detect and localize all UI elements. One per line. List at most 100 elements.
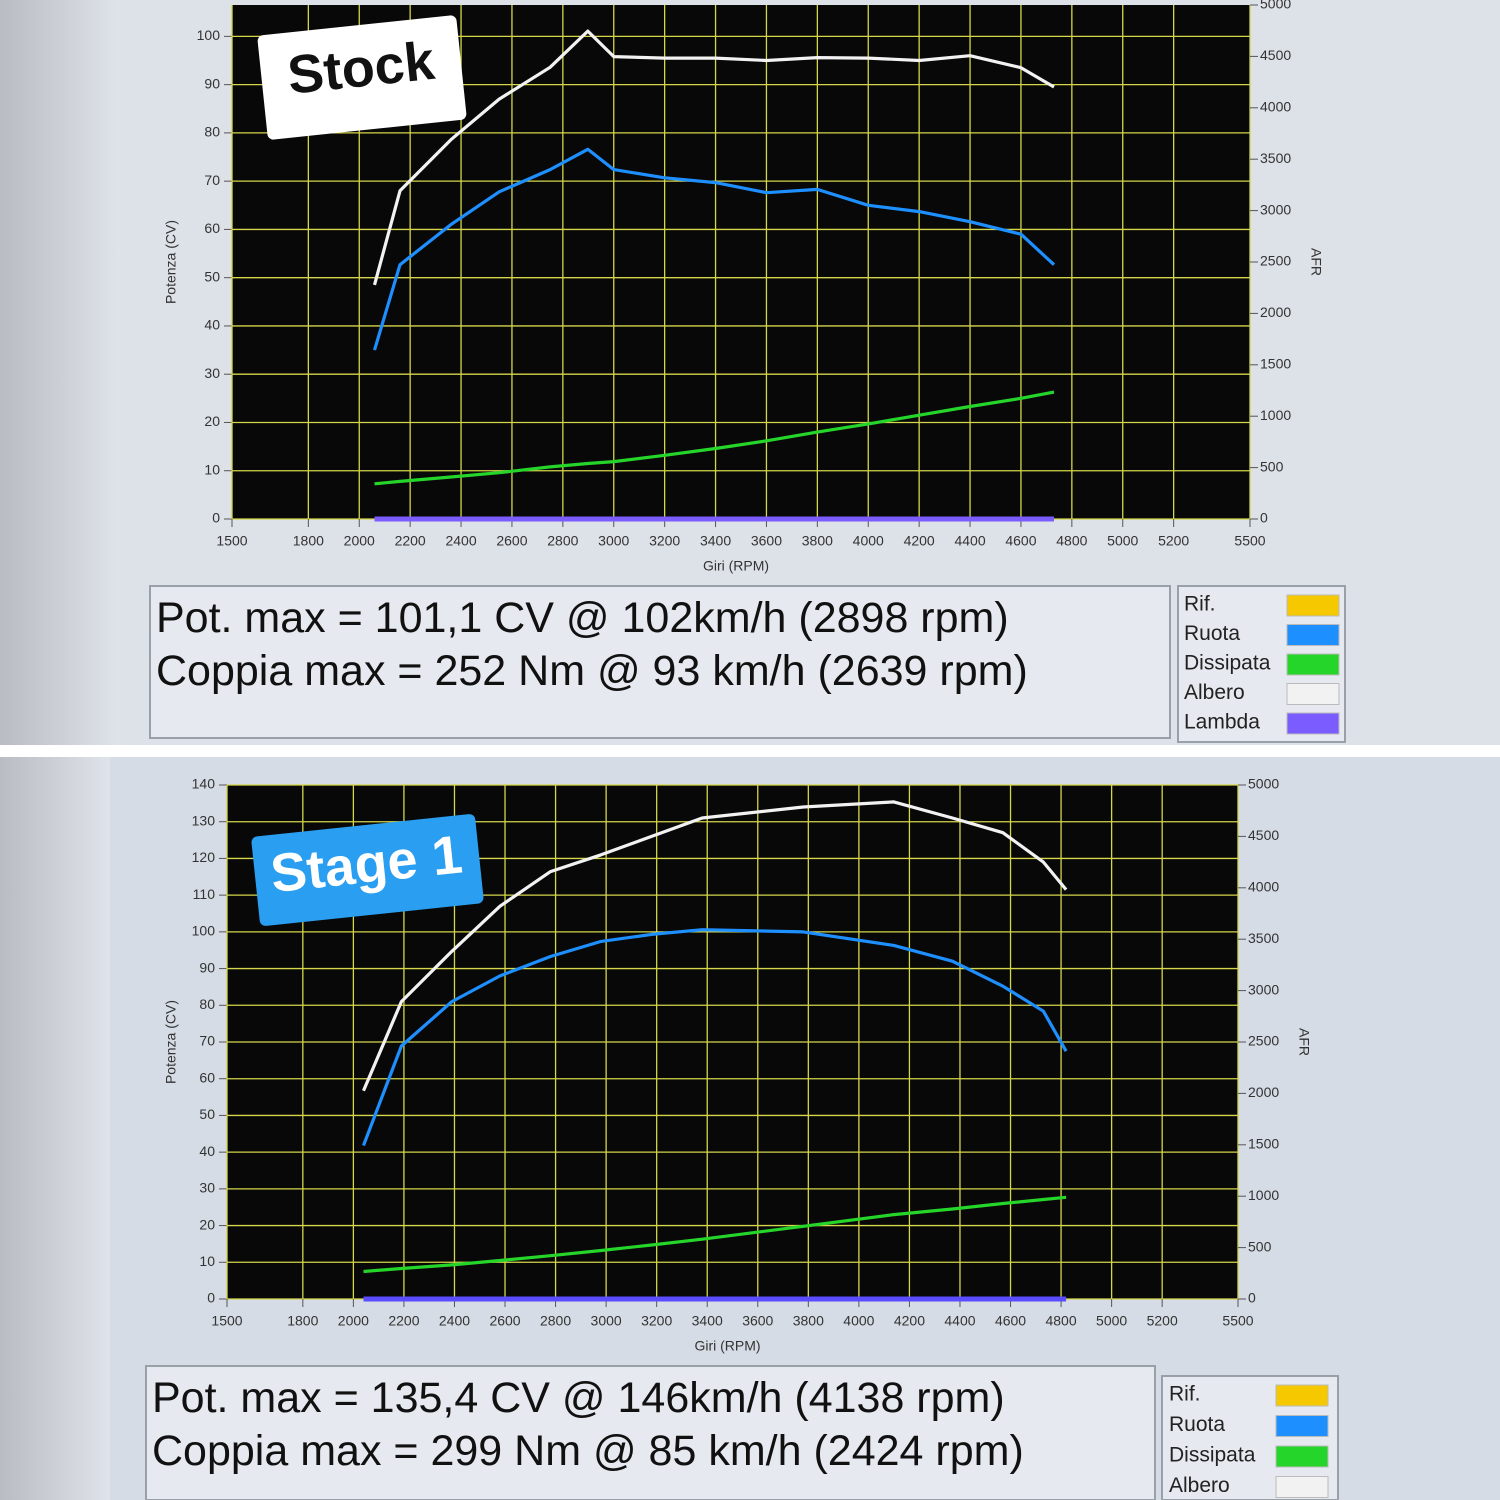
legend-swatch [1275,1415,1329,1437]
y2-tick-label: 0 [1248,1290,1256,1306]
info-box [149,585,1171,739]
y-tick-label: 40 [199,1143,215,1159]
y-tick-label: 30 [199,1180,215,1196]
legend-label: Ruota [1184,622,1240,645]
x-tick-label: 4800 [1056,533,1087,549]
info-line: Coppia max = 252 Nm @ 93 km/h (2639 rpm) [156,647,1028,695]
x-axis-label: Giri (RPM) [694,1338,760,1354]
legend-swatch [1286,712,1340,735]
y-tick-label: 0 [212,510,220,526]
x-tick-label: 4200 [894,1313,925,1329]
x-tick-label: 4000 [843,1313,874,1329]
y2-tick-label: 2500 [1248,1033,1279,1049]
legend-swatch [1286,683,1340,705]
x-tick-label: 2200 [388,1313,419,1329]
y-tick-label: 20 [199,1216,215,1232]
x-tick-label: 2000 [344,533,375,549]
y2-tick-label: 500 [1260,458,1284,474]
y-tick-label: 0 [207,1290,215,1306]
legend-label: Dissipata [1169,1444,1256,1467]
legend-label: Rif. [1169,1383,1201,1406]
x-tick-label: 3400 [692,1313,723,1329]
legend-swatch [1275,1384,1329,1407]
x-tick-label: 1500 [216,533,247,549]
series-line [363,1195,1067,1274]
x-tick-label: 4600 [1005,533,1036,549]
legend-swatch [1275,1445,1329,1468]
series-line [362,800,1068,1092]
y-tick-label: 60 [199,1069,215,1085]
y-tick-label: 90 [204,75,220,91]
y2-tick-label: 2000 [1260,304,1291,320]
y2-tick-label: 4500 [1248,827,1279,843]
x-tick-label: 1800 [293,533,324,549]
x-tick-label: 5200 [1147,1313,1178,1329]
y-tick-label: 70 [199,1033,215,1049]
y-tick-label: 10 [199,1253,215,1269]
y-tick-label: 70 [204,172,220,188]
x-tick-label: 2000 [338,1313,369,1329]
y-tick-label: 60 [204,220,220,236]
x-tick-label: 3400 [700,533,731,549]
y-tick-label: 130 [192,812,216,828]
legend-swatch [1286,594,1340,617]
info-line: Pot. max = 101,1 CV @ 102km/h (2898 rpm) [156,594,1009,642]
x-tick-label: 5500 [1222,1313,1253,1329]
x-tick-label: 3000 [591,1313,622,1329]
x-tick-label: 2800 [540,1313,571,1329]
x-tick-label: 4400 [954,533,985,549]
x-tick-label: 1500 [211,1313,242,1329]
y2-tick-label: 3000 [1248,981,1279,997]
y2-tick-label: 3500 [1248,930,1279,946]
y-tick-label: 120 [192,849,216,865]
y-tick-label: 50 [204,268,220,284]
x-tick-label: 2600 [489,1313,520,1329]
y2-tick-label: 2000 [1248,1084,1279,1100]
y2-tick-label: 3500 [1260,150,1291,166]
x-tick-label: 2600 [496,533,527,549]
y-tick-label: 140 [192,776,216,792]
x-tick-label: 3200 [641,1313,672,1329]
y2-tick-label: 0 [1260,510,1268,526]
sticker-bg [257,15,467,140]
y2-tick-label: 1000 [1248,1187,1279,1203]
panel-shade [0,757,110,1500]
y2-tick-label: 1000 [1260,407,1291,423]
y2-tick-label: 4000 [1248,879,1279,895]
x-tick-label: 3600 [751,533,782,549]
legend-label: Lambda [1184,711,1260,734]
info-line: Pot. max = 135,4 CV @ 146km/h (4138 rpm) [152,1374,1005,1422]
x-tick-label: 4000 [853,533,884,549]
y-tick-label: 30 [204,365,220,381]
info-box [145,1365,1156,1500]
legend-swatch [1275,1476,1329,1498]
info-line: Coppia max = 299 Nm @ 85 km/h (2424 rpm) [152,1427,1024,1475]
x-tick-label: 2200 [395,533,426,549]
series-line [374,390,1055,486]
y2-tick-label: 1500 [1260,356,1291,372]
x-axis-label: Giri (RPM) [703,558,769,574]
series-line [372,147,1056,351]
y2-axis-label: AFR [1308,248,1324,276]
x-tick-label: 4400 [944,1313,975,1329]
y-tick-label: 80 [199,996,215,1012]
y2-tick-label: 4000 [1260,99,1291,115]
x-tick-label: 2400 [445,533,476,549]
legend-swatch [1286,653,1340,676]
y-tick-label: 50 [199,1106,215,1122]
x-tick-label: 2800 [547,533,578,549]
y2-tick-label: 5000 [1248,776,1279,792]
y2-tick-label: 1500 [1248,1136,1279,1152]
legend-label: Rif. [1184,593,1216,616]
x-tick-label: 3800 [802,533,833,549]
y-tick-label: 90 [199,959,215,975]
x-tick-label: 1800 [287,1313,318,1329]
separator [0,745,1500,757]
panel-shade [0,0,120,745]
y-axis-label: Potenza (CV) [163,1000,179,1084]
y2-tick-label: 500 [1248,1238,1272,1254]
x-tick-label: 3000 [598,533,629,549]
y2-tick-label: 5000 [1260,0,1291,12]
